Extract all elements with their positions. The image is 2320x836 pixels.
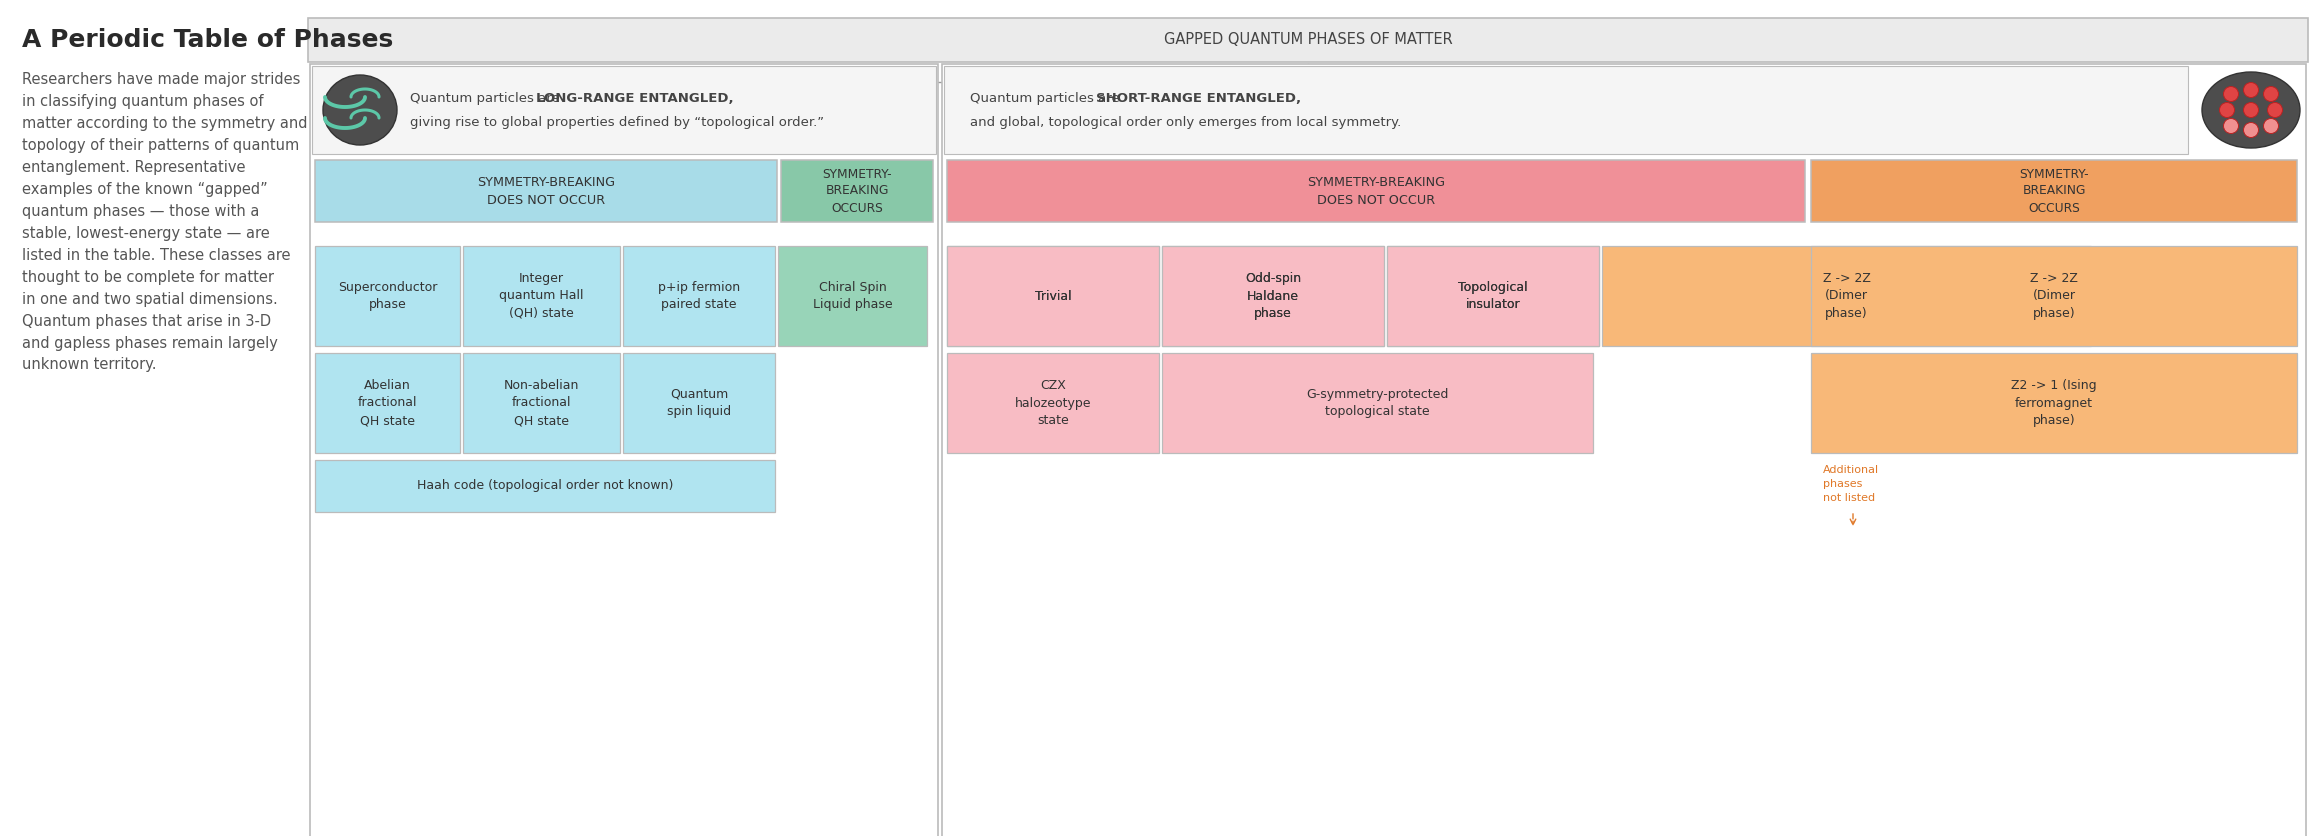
Bar (311, 64, 937, 836)
Text: Quantum
spin liquid: Quantum spin liquid (666, 388, 731, 418)
Text: G-symmetry-protected
topological state: G-symmetry-protected topological state (1306, 388, 1448, 418)
Bar (947, 353, 1160, 453)
Text: Z -> 2Z
(Dimer
phase): Z -> 2Z (Dimer phase) (1824, 272, 1870, 320)
Text: Researchers have made major strides
in classifying quantum phases of
matter acco: Researchers have made major strides in c… (21, 72, 309, 373)
Text: Odd-spin
Haldane
phase: Odd-spin Haldane phase (1246, 272, 1302, 320)
Circle shape (2243, 83, 2257, 98)
Bar (1387, 246, 1598, 346)
Text: Abelian
fractional
QH state: Abelian fractional QH state (357, 379, 418, 427)
Bar (309, 18, 2308, 62)
Text: SYMMETRY-
BREAKING
OCCURS: SYMMETRY- BREAKING OCCURS (2018, 167, 2088, 215)
Bar (1812, 160, 2297, 222)
Text: Additional
phases
not listed: Additional phases not listed (1824, 465, 1879, 503)
Circle shape (2267, 103, 2283, 118)
Text: Topological
insulator: Topological insulator (1459, 281, 1529, 311)
Ellipse shape (2202, 72, 2299, 148)
Text: Non-abelian
fractional
QH state: Non-abelian fractional QH state (503, 379, 580, 427)
Text: SYMMETRY-BREAKING
DOES NOT OCCUR: SYMMETRY-BREAKING DOES NOT OCCUR (478, 176, 615, 206)
Bar (624, 353, 775, 453)
Bar (464, 246, 619, 346)
Text: Z -> 2Z
(Dimer
phase): Z -> 2Z (Dimer phase) (2030, 272, 2079, 320)
Circle shape (2264, 119, 2278, 134)
Text: and global, topological order only emerges from local symmetry.: and global, topological order only emerg… (970, 116, 1401, 129)
Bar (316, 353, 459, 453)
Bar (1812, 353, 2297, 453)
Bar (1162, 353, 1594, 453)
Bar (942, 64, 2306, 836)
Bar (624, 246, 775, 346)
Text: SYMMETRY-BREAKING
DOES NOT OCCUR: SYMMETRY-BREAKING DOES NOT OCCUR (1306, 176, 1445, 206)
Text: Chiral Spin
Liquid phase: Chiral Spin Liquid phase (812, 281, 893, 311)
Bar (782, 160, 933, 222)
Circle shape (2264, 86, 2278, 101)
Text: Trivial: Trivial (1035, 289, 1072, 303)
Bar (1162, 246, 1385, 346)
Text: Integer
quantum Hall
(QH) state: Integer quantum Hall (QH) state (499, 272, 585, 320)
Text: Z2 -> 1 (Ising
ferromagnet
phase): Z2 -> 1 (Ising ferromagnet phase) (2011, 379, 2097, 427)
Bar (1162, 246, 1385, 346)
Text: CZX
halozeotype
state: CZX halozeotype state (1014, 379, 1090, 427)
Text: SHORT-RANGE ENTANGLED,: SHORT-RANGE ENTANGLED, (1095, 92, 1302, 105)
Ellipse shape (322, 75, 397, 145)
Circle shape (2223, 86, 2239, 101)
Bar (947, 246, 1160, 346)
Text: Trivial: Trivial (1035, 289, 1072, 303)
Bar (464, 353, 619, 453)
Bar (1812, 246, 2297, 346)
Text: Quantum particles are: Quantum particles are (970, 92, 1123, 105)
Bar (947, 246, 1160, 346)
Bar (316, 246, 459, 346)
Text: p+ip fermion
paired state: p+ip fermion paired state (659, 281, 740, 311)
Text: LONG-RANGE ENTANGLED,: LONG-RANGE ENTANGLED, (536, 92, 733, 105)
Circle shape (2223, 119, 2239, 134)
Text: GAPPED QUANTUM PHASES OF MATTER: GAPPED QUANTUM PHASES OF MATTER (1165, 33, 1452, 48)
Text: SYMMETRY-
BREAKING
OCCURS: SYMMETRY- BREAKING OCCURS (821, 167, 891, 215)
Bar (1603, 246, 2090, 346)
Circle shape (2243, 103, 2257, 118)
Text: Odd-spin
Haldane
phase: Odd-spin Haldane phase (1246, 272, 1302, 320)
Circle shape (2243, 123, 2257, 137)
Bar (311, 66, 935, 154)
Bar (316, 160, 777, 222)
Bar (316, 460, 775, 512)
Bar (947, 160, 1805, 222)
Bar (1387, 246, 1598, 346)
Bar (777, 246, 928, 346)
Text: A Periodic Table of Phases: A Periodic Table of Phases (21, 28, 394, 52)
Text: Topological
insulator: Topological insulator (1459, 281, 1529, 311)
Text: giving rise to global properties defined by “topological order.”: giving rise to global properties defined… (411, 116, 824, 129)
Circle shape (2220, 103, 2234, 118)
Text: Superconductor
phase: Superconductor phase (339, 281, 436, 311)
Text: Quantum particles are: Quantum particles are (411, 92, 564, 105)
Text: Haah code (topological order not known): Haah code (topological order not known) (418, 480, 673, 492)
Bar (944, 66, 2188, 154)
